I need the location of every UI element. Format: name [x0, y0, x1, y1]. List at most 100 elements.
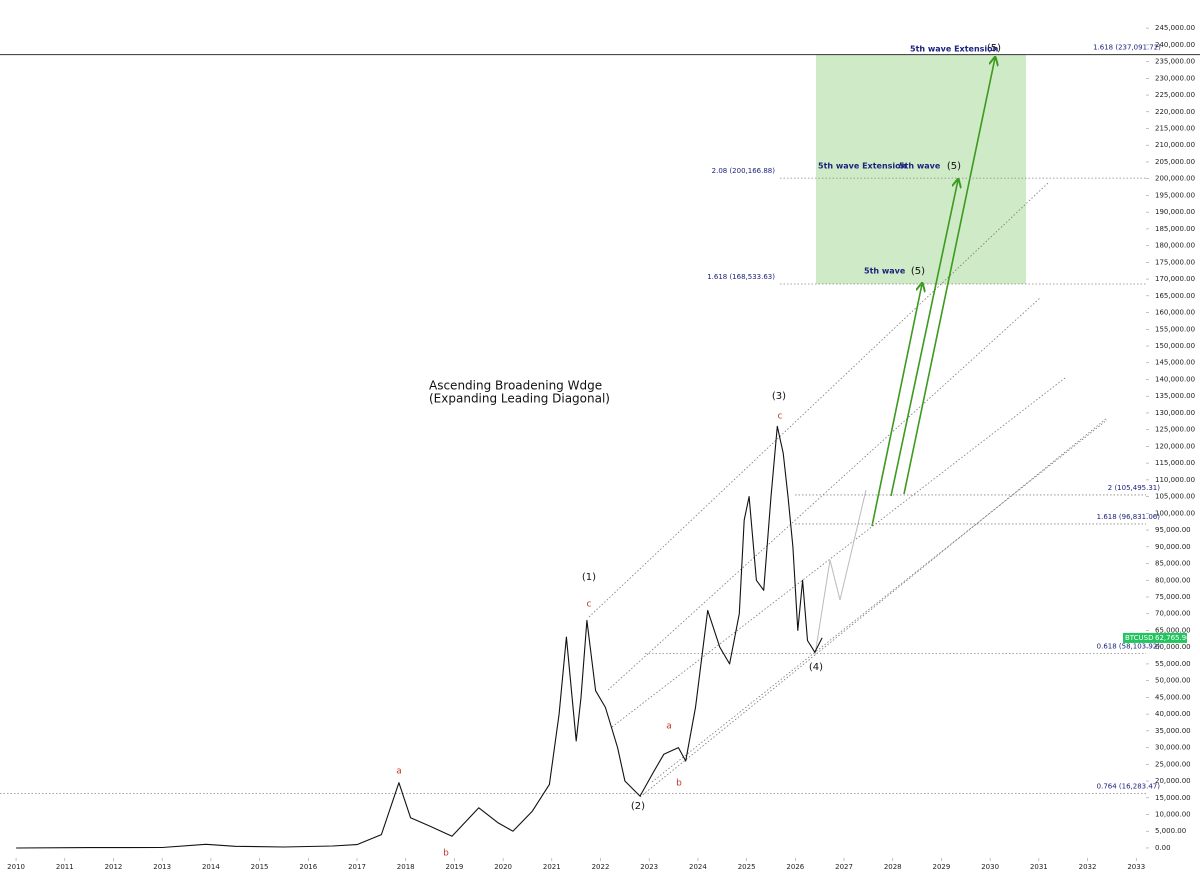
y-tick-label: 225,000.00	[1155, 91, 1195, 99]
x-tick-label: 2030	[981, 863, 999, 871]
x-tick-label: 2011	[56, 863, 74, 871]
y-tick-label: 140,000.00	[1155, 375, 1195, 383]
y-tick-label: 160,000.00	[1155, 309, 1195, 317]
y-tick-label: 235,000.00	[1155, 58, 1195, 66]
y-tick-label: 100,000.00	[1155, 509, 1195, 517]
y-tick-label: 75,000.00	[1155, 593, 1191, 601]
wave-label: (3)	[772, 391, 786, 402]
x-tick-label: 2019	[445, 863, 463, 871]
y-tick-label: 60,000.00	[1155, 643, 1191, 651]
y-tick-label: 125,000.00	[1155, 426, 1195, 434]
x-tick-label: 2025	[738, 863, 756, 871]
x-tick-label: 2012	[105, 863, 123, 871]
y-tick-label: 200,000.00	[1155, 175, 1195, 183]
y-tick-label: 35,000.00	[1155, 727, 1191, 735]
x-tick-label: 2021	[543, 863, 561, 871]
y-tick-label: 15,000.00	[1155, 794, 1191, 802]
subwave-label: c	[778, 412, 783, 422]
y-tick-label: 215,000.00	[1155, 124, 1195, 132]
x-tick-label: 2029	[933, 863, 951, 871]
y-tick-label: 30,000.00	[1155, 744, 1191, 752]
y-tick-label: 205,000.00	[1155, 158, 1195, 166]
y-tick-label: 145,000.00	[1155, 359, 1195, 367]
y-tick-label: 45,000.00	[1155, 693, 1191, 701]
price-tag-value: 62,765.96	[1155, 634, 1191, 642]
projection-path	[814, 489, 867, 656]
wave-label: (2)	[631, 801, 645, 812]
x-tick-label: 2017	[348, 863, 366, 871]
x-tick-label: 2010	[7, 863, 25, 871]
wave-label: (5)	[911, 266, 925, 277]
fib-label: 2 (105,495.31)	[1108, 484, 1160, 492]
chart-title: Ascending Broadening Wdge	[429, 379, 602, 393]
y-tick-label: 185,000.00	[1155, 225, 1195, 233]
x-tick-label: 2020	[494, 863, 512, 871]
y-tick-label: 50,000.00	[1155, 677, 1191, 685]
subwave-label: a	[396, 767, 402, 777]
y-tick-label: 155,000.00	[1155, 325, 1195, 333]
x-tick-label: 2028	[884, 863, 902, 871]
y-tick-label: 85,000.00	[1155, 560, 1191, 568]
y-tick-label: 195,000.00	[1155, 191, 1195, 199]
subwave-label: a	[666, 722, 672, 732]
y-tick-label: 165,000.00	[1155, 292, 1195, 300]
y-tick-label: 230,000.00	[1155, 74, 1195, 82]
y-tick-label: 180,000.00	[1155, 242, 1195, 250]
x-tick-label: 2016	[299, 863, 317, 871]
chart-subtitle: (Expanding Leading Diagonal)	[429, 392, 610, 406]
x-tick-label: 2015	[251, 863, 269, 871]
y-tick-label: 120,000.00	[1155, 442, 1195, 450]
x-tick-label: 2013	[153, 863, 171, 871]
wave-label: (5)	[987, 43, 1001, 54]
y-tick-label: 175,000.00	[1155, 258, 1195, 266]
x-tick-label: 2014	[202, 863, 220, 871]
y-tick-label: 40,000.00	[1155, 710, 1191, 718]
price-tag	[1123, 632, 1187, 643]
y-tick-label: 135,000.00	[1155, 392, 1195, 400]
y-tick-label: 5,000.00	[1155, 827, 1186, 835]
wave-note: 5th wave	[864, 267, 906, 276]
y-tick-label: 105,000.00	[1155, 493, 1195, 501]
channel-lines	[588, 182, 1108, 798]
wave-note: 5th wave	[899, 162, 941, 171]
fib-label: 0.764 (16,283.47)	[1097, 782, 1161, 790]
y-tick-label: 115,000.00	[1155, 459, 1195, 467]
wave-label: (4)	[809, 662, 823, 673]
y-tick-label: 130,000.00	[1155, 409, 1195, 417]
x-tick-label: 2018	[397, 863, 415, 871]
y-tick-label: 80,000.00	[1155, 576, 1191, 584]
y-tick-label: 245,000.00	[1155, 24, 1195, 32]
y-tick-label: 170,000.00	[1155, 275, 1195, 283]
wave-label: (5)	[947, 161, 961, 172]
fib-label: 1.618 (96,831.06)	[1097, 513, 1161, 521]
x-tick-label: 2022	[592, 863, 610, 871]
wave-note: 5th wave Extension	[910, 45, 999, 54]
fib-label: 1.618 (237,091.72)	[1093, 44, 1161, 52]
subwave-label: c	[587, 600, 592, 610]
target-arrows	[871, 58, 995, 527]
x-tick-label: 2031	[1030, 863, 1048, 871]
y-tick-label: 110,000.00	[1155, 476, 1195, 484]
y-tick-label: 70,000.00	[1155, 610, 1191, 618]
wave-note: 5th wave Extension	[818, 162, 907, 171]
x-tick-label: 2027	[835, 863, 853, 871]
x-tick-label: 2026	[786, 863, 804, 871]
y-tick-label: 25,000.00	[1155, 760, 1191, 768]
y-tick-label: 150,000.00	[1155, 342, 1195, 350]
fib-label: 2.08 (200,166.88)	[712, 167, 776, 175]
y-tick-label: 10,000.00	[1155, 810, 1191, 818]
target-zone	[816, 54, 1026, 284]
wave-label: (1)	[582, 572, 596, 583]
x-tick-label: 2024	[689, 863, 707, 871]
y-tick-label: 95,000.00	[1155, 526, 1191, 534]
y-tick-label: 220,000.00	[1155, 108, 1195, 116]
y-tick-label: 0.00	[1155, 844, 1171, 852]
y-tick-label: 210,000.00	[1155, 141, 1195, 149]
y-tick-label: 190,000.00	[1155, 208, 1195, 216]
price-tag-name: BTCUSD	[1125, 634, 1154, 642]
y-tick-label: 55,000.00	[1155, 660, 1191, 668]
subwave-label: b	[443, 849, 449, 859]
fib-label: 0.618 (58,103.92)	[1097, 643, 1161, 651]
subwave-label: b	[676, 779, 682, 789]
